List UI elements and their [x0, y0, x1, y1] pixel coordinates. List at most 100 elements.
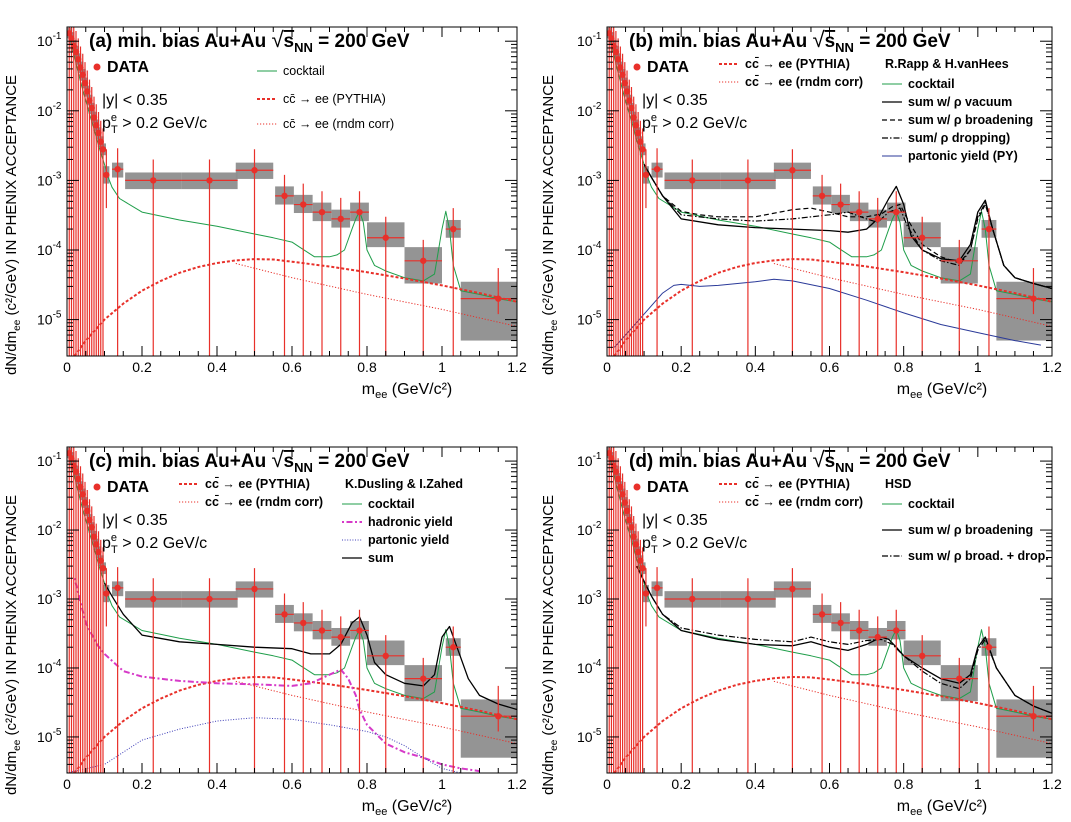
data-point [77, 483, 84, 491]
legend-label: hadronic yield [368, 515, 453, 529]
data-point [612, 48, 620, 56]
data-legend-label: DATA [647, 479, 690, 496]
data-point [789, 167, 796, 174]
x-tick-label: 0 [603, 776, 611, 792]
y-tick-label: 10-3 [577, 589, 602, 607]
data-point [300, 201, 307, 208]
data-point [637, 557, 644, 564]
y-axis-label-main: dN/dm [540, 751, 557, 795]
data-point [626, 97, 633, 104]
legend-label: cocktail [283, 64, 325, 78]
pt-cut-post: > 0.2 GeV/c [118, 115, 207, 132]
data-legend-marker [633, 483, 641, 491]
pt-cut-p: p [642, 115, 651, 132]
x-tick-label: 0.2 [671, 359, 691, 375]
data-point [356, 627, 363, 634]
series-line-sum_dash [643, 164, 1052, 290]
y-tick-exponent: -1 [53, 451, 62, 462]
data-point [420, 257, 427, 264]
data-point [617, 64, 624, 71]
y-axis-label-main: dN/dm [540, 331, 557, 375]
data-point [642, 171, 650, 179]
y-axis-label: dN/dmee (c²/GeV) IN PHENIX ACCEPTANCE [3, 75, 23, 375]
y-tick-exponent: -1 [53, 31, 62, 42]
panel-title: (d) min. bias Au+Au √sNN = 200 GeV [629, 447, 951, 475]
title-suffix: = 200 GeV [313, 31, 410, 52]
title-prefix: (b) min. bias Au+Au [629, 31, 813, 52]
y-tick-base: 10 [577, 522, 593, 538]
y-tick-label: 10-3 [37, 589, 62, 607]
y-tick-exponent: -2 [53, 101, 62, 112]
title-s: s [284, 451, 295, 472]
data-point [72, 468, 80, 475]
data-point [90, 114, 98, 121]
legend-label: cc̄ → ee (rndm corr) [283, 117, 394, 131]
y-tick-base: 10 [37, 660, 53, 676]
data-point [81, 79, 89, 87]
y-axis-label-sub: ee [12, 739, 23, 751]
x-tick-label: 0.4 [746, 776, 766, 792]
x-tick-label: 0.8 [357, 776, 377, 792]
data-point [84, 88, 91, 95]
data-point [90, 533, 98, 540]
data-point [612, 468, 620, 475]
x-tick-label: 0 [63, 776, 71, 792]
legend-header: R.Rapp & H.vanHees [885, 57, 1009, 71]
title-suffix: = 200 GeV [854, 451, 951, 472]
data-point [623, 507, 631, 515]
x-tick-label: 1 [438, 359, 446, 375]
data-point [626, 516, 633, 524]
x-tick-label: 1 [974, 776, 982, 792]
x-tick-label: 0.8 [894, 776, 914, 792]
legend-label: cocktail [368, 497, 415, 511]
data-point [919, 652, 926, 660]
data-point [985, 225, 993, 233]
y-tick-base: 10 [37, 172, 53, 188]
series-line-charm_rndm [773, 680, 1052, 745]
data-point [634, 129, 642, 137]
pt-cut-post: > 0.2 GeV/c [658, 115, 747, 132]
y-tick-base: 10 [37, 103, 53, 119]
data-point [653, 584, 661, 592]
data-point [689, 595, 696, 603]
data-point [818, 611, 826, 618]
x-tick-label: 0.4 [746, 359, 766, 375]
data-point [95, 548, 102, 556]
y-axis-label-rest: (c²/GeV) IN PHENIX ACCEPTANCE [3, 495, 20, 740]
data-point [818, 192, 826, 200]
data-point [893, 627, 900, 634]
y-tick-label: 10-1 [577, 451, 602, 469]
data-point [251, 167, 258, 174]
y-tick-exponent: -4 [593, 240, 602, 251]
data-point [874, 215, 881, 223]
rapidity-cut: |y| < 0.35 [642, 512, 708, 529]
title-prefix: (c) min. bias Au+Au [89, 451, 271, 472]
data-point [628, 523, 635, 531]
y-axis-label-sub: ee [549, 739, 560, 751]
x-axis-label-main: m [362, 798, 375, 815]
chart-panel-d: 0 0.2 0.4 0.6 0.8 1 1.210-110-210-310-410-5dN/… [540, 446, 1062, 818]
data-point [642, 590, 650, 597]
data-point [789, 585, 796, 593]
panel-title: (c) min. bias Au+Au √sNN = 200 GeV [89, 447, 410, 475]
x-tick-label: 0.2 [671, 776, 691, 792]
data-point [450, 644, 457, 651]
data-point [614, 56, 622, 63]
series-line-sum [636, 565, 1052, 714]
series-line-charm_pythia [73, 258, 517, 356]
x-tick-label: 0.4 [207, 776, 227, 792]
series-line-charm_pythia [613, 676, 1052, 773]
y-tick-label: 10-5 [577, 310, 602, 328]
data-point [621, 499, 628, 506]
data-point [75, 56, 82, 63]
pt-cut-sub: T [651, 124, 658, 136]
chart-panel-a: 0 0.2 0.4 0.6 0.8 1 1.210-110-210-310-410-5dN/… [3, 26, 527, 401]
data-point [637, 138, 644, 145]
y-tick-exponent: -4 [53, 240, 62, 251]
data-point [79, 71, 86, 78]
x-tick-label: 1.2 [1042, 359, 1062, 375]
data-point [103, 590, 110, 597]
pt-cut-post: > 0.2 GeV/c [658, 535, 747, 552]
data-point [855, 627, 863, 634]
data-point [114, 584, 121, 592]
